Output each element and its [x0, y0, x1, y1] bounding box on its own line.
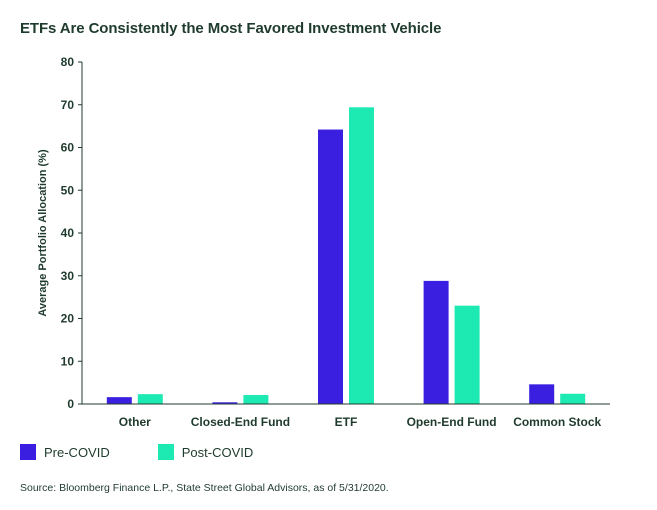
legend-swatch-post-covid	[157, 444, 174, 460]
y-tick-label: 50	[61, 183, 75, 197]
legend: Pre-COVID Post-COVID	[20, 444, 301, 460]
bar-other-post-covid	[137, 394, 163, 404]
bar-common-stock-post-covid	[560, 393, 586, 404]
bar-etf-post-covid	[349, 107, 374, 404]
bar-closed-end-fund-pre-covid	[212, 402, 238, 404]
x-tick-label: Other	[119, 415, 151, 429]
source-note: Source: Bloomberg Finance L.P., State St…	[20, 482, 389, 494]
bar-etf-pre-covid	[318, 129, 343, 405]
bar-closed-end-fund-post-covid	[243, 395, 269, 404]
y-tick-label: 40	[61, 226, 75, 240]
bar-other-pre-covid	[106, 397, 132, 404]
x-tick-label: ETF	[335, 415, 358, 429]
x-tick-label: Common Stock	[513, 415, 601, 429]
y-tick-label: 70	[61, 98, 75, 112]
legend-label-post-covid: Post-COVID	[181, 444, 254, 460]
chart-title: ETFs Are Consistently the Most Favored I…	[20, 20, 442, 37]
bar-open-end-fund-post-covid	[454, 305, 480, 404]
y-tick-label: 20	[61, 312, 75, 326]
x-tick-label: Open-End Fund	[407, 415, 497, 429]
y-tick-label: 80	[61, 55, 75, 69]
legend-item-pre-covid: Pre-COVID	[20, 444, 110, 460]
y-tick-label: 60	[61, 141, 75, 155]
y-tick-label: 0	[67, 397, 74, 411]
legend-item-post-covid: Post-COVID	[157, 444, 254, 460]
y-tick-label: 30	[61, 269, 75, 283]
legend-swatch-pre-covid	[20, 444, 36, 460]
x-tick-label: Closed-End Fund	[191, 415, 290, 429]
bars	[106, 107, 586, 405]
y-axis-label: Average Portfolio Allocation (%)	[37, 149, 49, 317]
x-axis: Other Closed-End Fund ETF Open-End Fund Comm…	[82, 403, 610, 429]
bar-open-end-fund-pre-covid	[423, 280, 449, 404]
legend-label-pre-covid: Pre-COVID	[44, 444, 110, 460]
y-tick-label: 10	[61, 354, 75, 368]
y-axis: 0 10 20 30 40 50 60 70 80	[61, 55, 83, 411]
bar-common-stock-pre-covid	[529, 384, 555, 404]
bar-chart: 0 10 20 30 40 50 60 70 80 Other Closed-End Fund ET…	[37, 55, 610, 429]
